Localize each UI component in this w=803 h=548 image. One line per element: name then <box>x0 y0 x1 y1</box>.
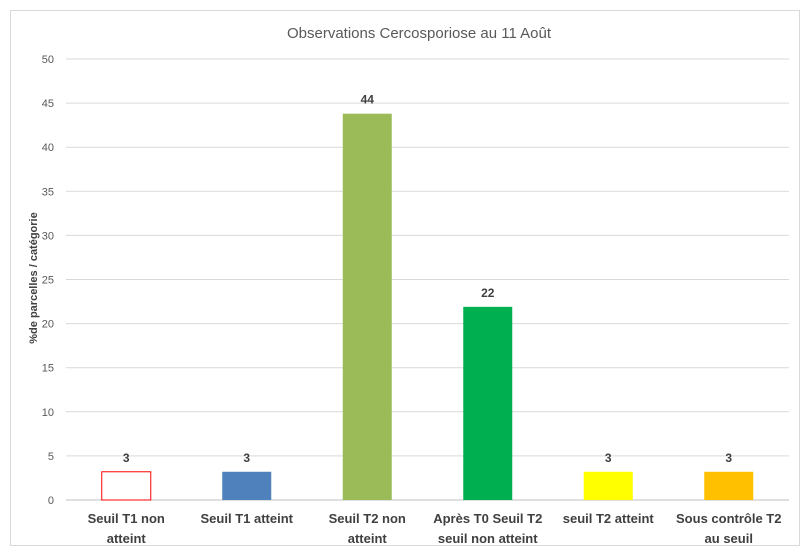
y-tick-label: 20 <box>42 319 54 331</box>
data-label: 3 <box>605 451 612 465</box>
x-tick-label: Seuil T1 atteint <box>201 511 294 526</box>
bars-layer <box>101 113 754 501</box>
y-tick-label: 5 <box>48 451 54 463</box>
y-tick-label: 25 <box>42 275 54 287</box>
x-tick-label: Seuil T2 non atteint <box>329 511 406 545</box>
bar <box>583 471 633 500</box>
y-axis-label: %de parcelles / catégorie <box>28 212 40 343</box>
y-tick-label: 15 <box>42 363 54 375</box>
chart-frame: 0 5 10 15 20 25 30 35 40 45 50 3 Seuil T1 non atteint… <box>10 10 800 546</box>
y-tick-label: 45 <box>42 98 54 110</box>
x-tick-label: seuil T2 atteint <box>563 511 655 526</box>
x-tick-label: Sous contrôle T2 au seuil <box>676 511 781 545</box>
y-tick-label: 0 <box>48 495 54 507</box>
data-label: 3 <box>725 451 732 465</box>
bar <box>222 471 272 500</box>
chart-title: Observations Cercosporiose au 11 Août <box>287 25 552 42</box>
x-tick-label: Seuil T1 non atteint <box>88 511 165 545</box>
data-label: 3 <box>123 451 130 465</box>
y-tick-label: 40 <box>42 142 54 154</box>
x-tick-label: Après T0 Seuil T2 seuil non atteint <box>433 511 542 545</box>
y-tick-label: 50 <box>42 54 54 66</box>
data-label: 3 <box>243 451 250 465</box>
data-label: 22 <box>481 286 495 300</box>
y-tick-label: 10 <box>42 407 54 419</box>
grid-layer <box>66 58 789 501</box>
y-tick-label: 30 <box>42 230 54 242</box>
labels-layer: 0 5 10 15 20 25 30 35 40 45 50 3 Seuil T1 non atteint… <box>42 54 782 545</box>
bar <box>704 471 754 500</box>
bar <box>463 306 513 500</box>
chart-svg: 0 5 10 15 20 25 30 35 40 45 50 3 Seuil T1 non atteint… <box>28 25 789 545</box>
y-tick-label: 35 <box>42 186 54 198</box>
bar <box>101 471 152 501</box>
data-label: 44 <box>361 93 375 107</box>
bar <box>342 113 392 501</box>
